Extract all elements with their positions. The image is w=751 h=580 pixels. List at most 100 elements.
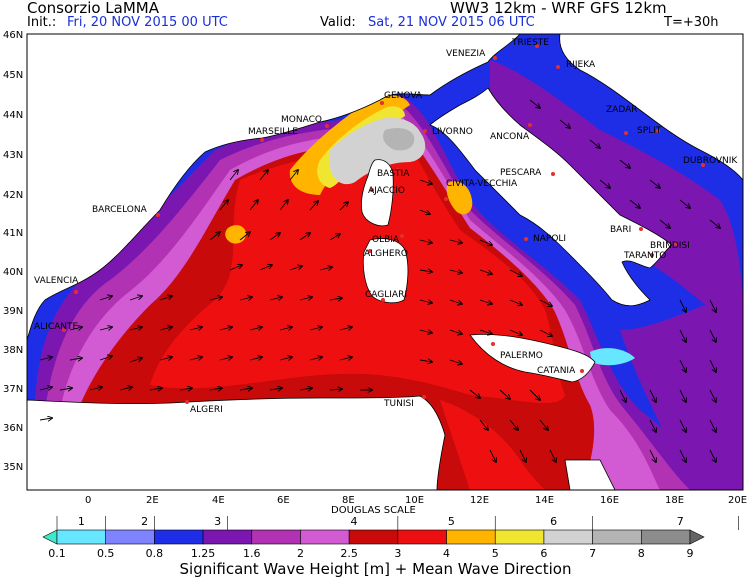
city-label: TUNISI — [383, 399, 414, 409]
scale-cell — [300, 529, 350, 545]
city-label: CATANIA — [537, 366, 576, 376]
lead-time: T=+30h — [664, 15, 719, 30]
city-label: RIJEKA — [566, 60, 596, 70]
lat-tick-label: 39N — [3, 306, 23, 317]
lon-tick-label: 0 — [85, 495, 91, 506]
city-labels: TRIESTE VENEZIA RIJEKA GENOVA MONACO MAR… — [34, 38, 738, 415]
valid-label: Valid: — [320, 15, 356, 30]
lat-tick-label: 40N — [3, 267, 23, 278]
scale-break-label: 1.6 — [243, 547, 261, 560]
scale-cell — [689, 529, 705, 545]
city-label: PALERMO — [500, 351, 543, 361]
douglas-value: 6 — [550, 515, 557, 528]
city-label: ZADAR — [606, 105, 638, 115]
color-scale-breaks: 0.1 0.5 0.8 1.25 1.6 2 2.5 3 4 5 6 7 8 9 — [48, 547, 693, 560]
douglas-scale-title: DOUGLAS SCALE — [331, 505, 416, 516]
city-label: ALGHERO — [364, 249, 408, 259]
lon-tick-label: 20E — [728, 495, 747, 506]
wave-direction-arrows — [39, 99, 720, 462]
scale-cell — [251, 529, 301, 545]
scale-cell — [641, 529, 691, 545]
band-red-south — [440, 400, 545, 490]
lat-tick-label: 44N — [3, 110, 23, 121]
map-frame — [26, 33, 744, 491]
city-label: TRIESTE — [511, 38, 549, 48]
lon-tick-label: 18E — [665, 495, 684, 506]
scale-cell — [348, 529, 399, 545]
city-label: NAPOLI — [533, 234, 566, 244]
lat-tick-label: 35N — [3, 462, 23, 473]
scale-break-label: 0.1 — [48, 547, 66, 560]
scale-break-label: 8 — [638, 547, 645, 560]
city-label: BRINDISI — [650, 241, 690, 251]
scale-break-label: 0.8 — [146, 547, 164, 560]
douglas-scale: 12345678 — [56, 515, 739, 530]
scale-cell — [202, 529, 253, 545]
city-label: MARSEILLE — [248, 127, 298, 137]
city-label: GENOVA — [384, 91, 423, 101]
city-label: DUBROVNIK — [683, 156, 738, 166]
lat-tick-label: 46N — [3, 30, 23, 41]
scale-break-label: 0.5 — [97, 547, 115, 560]
city-label: SPLIT — [637, 126, 662, 136]
city-label: PESCARA — [500, 168, 542, 178]
douglas-value: 5 — [448, 515, 455, 528]
lon-tick-label: 8E — [342, 495, 355, 506]
scale-break-label: 7 — [589, 547, 596, 560]
scale-break-label: 9 — [687, 547, 694, 560]
scale-cell — [105, 529, 155, 545]
scale-cell — [56, 529, 106, 545]
scale-cell — [42, 529, 58, 545]
land — [27, 34, 743, 490]
lon-tick-label: 14E — [535, 495, 554, 506]
init-label: Init.: — [27, 15, 57, 30]
city-label: AJACCIO — [368, 186, 405, 196]
scale-break-label: 4 — [443, 547, 450, 560]
city-label: CAGLIARI — [365, 290, 407, 300]
scale-cell — [154, 529, 204, 545]
scale-break-label: 5 — [492, 547, 499, 560]
map-body: TRIESTE VENEZIA RIJEKA GENOVA MONACO MAR… — [27, 34, 743, 490]
scale-cell — [543, 529, 593, 545]
city-label: BARCELONA — [92, 205, 148, 215]
lat-tick-label: 36N — [3, 423, 23, 434]
scale-break-label: 3 — [394, 547, 401, 560]
douglas-value: 2 — [141, 515, 148, 528]
scale-break-label: 2.5 — [340, 547, 358, 560]
scale-break-label: 6 — [540, 547, 547, 560]
model-title: WW3 12km - WRF GFS 12km — [450, 0, 667, 17]
lon-tick-label: 12E — [470, 495, 489, 506]
valid-value: Sat, 21 NOV 2015 06 UTC — [368, 15, 535, 30]
city-label: TARANTO — [623, 251, 666, 261]
city-label: OLBIA — [372, 235, 400, 245]
city-label: ALICANTE — [34, 322, 78, 332]
city-label: BARI — [610, 225, 631, 235]
scale-cell — [446, 529, 496, 545]
douglas-value: 7 — [677, 515, 684, 528]
init-value: Fri, 20 NOV 2015 00 UTC — [67, 15, 228, 30]
lat-tick-label: 45N — [3, 70, 23, 81]
longitude-axis: 0 2E 4E 6E 8E 10E 12E 14E 16E 18E 20E — [85, 495, 747, 506]
lon-tick-label: 4E — [212, 495, 225, 506]
org-title: Consorzio LaMMA — [27, 0, 159, 17]
band-orange-civita — [446, 181, 473, 215]
lon-tick-label: 10E — [405, 495, 424, 506]
city-label: MONACO — [281, 115, 322, 125]
lon-tick-label: 2E — [146, 495, 159, 506]
city-label: ALGERI — [190, 405, 223, 415]
city-label: BASTIA — [377, 169, 410, 179]
lon-tick-label: 6E — [277, 495, 290, 506]
city-label: VALENCIA — [34, 276, 79, 286]
city-label: CIVITA-VECCHIA — [446, 179, 518, 189]
color-scale-bar — [42, 529, 705, 545]
legend-title: Significant Wave Height [m] + Mean Wave … — [179, 560, 572, 578]
scale-cell — [494, 529, 545, 545]
scale-break-label: 1.25 — [191, 547, 216, 560]
city-label: VENEZIA — [446, 49, 486, 59]
douglas-value: 1 — [78, 515, 85, 528]
city-label: ANCONA — [490, 132, 530, 142]
douglas-value: 4 — [351, 515, 358, 528]
lat-tick-label: 37N — [3, 384, 23, 395]
band-gray-core — [383, 128, 415, 151]
